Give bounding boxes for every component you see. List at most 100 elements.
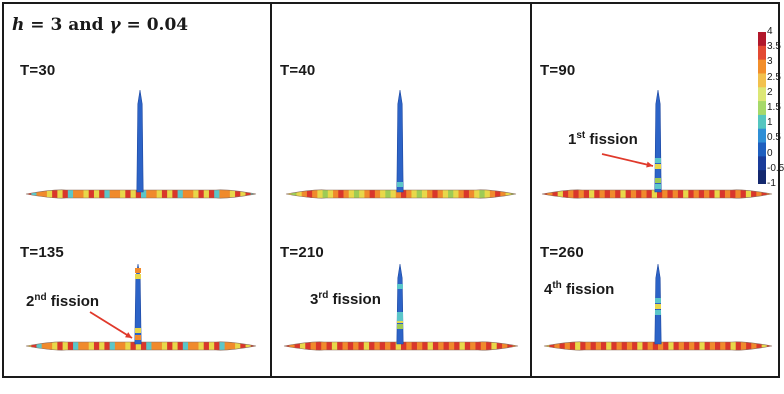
tube-stripe	[495, 189, 501, 199]
tube-stripe	[306, 189, 313, 199]
tube-stripe	[647, 341, 654, 351]
tube-stripe	[463, 189, 470, 199]
tube-stripe	[699, 341, 706, 351]
tube-stripe	[219, 341, 226, 351]
tube-stripe	[289, 341, 296, 351]
colorbar-segment	[758, 114, 766, 130]
tube-stripe	[327, 189, 334, 199]
tube-stripe	[672, 189, 679, 199]
tube-stripe	[284, 341, 290, 351]
tube-stripe	[611, 341, 618, 351]
tube-stripe	[505, 189, 512, 199]
tube-stripe	[427, 341, 434, 351]
tube-stripe	[688, 189, 695, 199]
tube-stripe	[135, 189, 142, 199]
tube-stripe	[470, 341, 477, 351]
tube-stripe	[662, 189, 669, 199]
tube-stripe	[385, 341, 391, 351]
tube-stripe	[636, 189, 642, 199]
tube-stripe	[363, 341, 370, 351]
tube-stripe	[658, 341, 664, 351]
tube-stripe	[347, 341, 354, 351]
tube-stripe	[621, 341, 628, 351]
tube-stripe	[411, 189, 418, 199]
tube-stripe	[177, 341, 184, 351]
tube-stripe	[709, 189, 716, 199]
tube-stripe	[432, 189, 439, 199]
fission-label: 3rd fission	[310, 290, 381, 308]
tube-stripe	[342, 341, 349, 351]
tube-stripe	[401, 341, 407, 351]
fission-band	[655, 304, 661, 309]
tube-stripe	[589, 189, 595, 199]
panel-divider	[270, 2, 272, 378]
tube-outline	[541, 189, 773, 199]
tube-stripe	[52, 189, 58, 199]
tube-stripe	[250, 189, 256, 199]
tube-stripe	[724, 189, 731, 199]
tube-stripe	[698, 189, 705, 199]
tube-stripe	[663, 341, 669, 351]
time-label: T=40	[280, 62, 316, 79]
tube-stripe	[203, 189, 210, 199]
tube-outline	[25, 189, 257, 199]
tube-stripe	[177, 189, 184, 199]
tube-stripe	[735, 189, 742, 199]
tube-stripe	[464, 341, 471, 351]
tube-stripe	[322, 189, 329, 199]
tube-stripe	[312, 189, 318, 199]
tube-stripe	[182, 341, 189, 351]
tube-stripe	[604, 189, 611, 199]
colorbar-tick-label: 1.5	[767, 102, 781, 113]
tube-stripe	[156, 341, 163, 351]
panel-t135: T=135 2nd fission	[8, 194, 268, 380]
tube-stripe	[609, 189, 616, 199]
tube-stripe	[26, 341, 32, 351]
tube-stripe	[552, 189, 559, 199]
tube-stripe	[229, 341, 236, 351]
tube-stripe	[31, 189, 38, 199]
colorbar-tick-label: 3.5	[767, 41, 781, 53]
colorbar-segment	[758, 87, 766, 102]
tube-stripe	[130, 341, 137, 351]
tube-stripe	[188, 341, 194, 351]
tube-stripe	[31, 341, 38, 351]
tube-stripe	[104, 189, 111, 199]
colorbar-tick-label: 1	[767, 117, 773, 129]
tube-stripe	[756, 189, 763, 199]
fission-band	[655, 178, 661, 183]
fission-label: 2nd fission	[26, 292, 100, 310]
tube-stripe	[26, 189, 32, 199]
tube-stripe	[437, 189, 444, 199]
tube-stripe	[720, 341, 726, 351]
tube-stripe	[756, 341, 763, 351]
tube-stripe	[583, 189, 590, 199]
tube-stripe	[172, 341, 179, 351]
tube-stripe	[120, 189, 126, 199]
tube-stripe	[491, 341, 498, 351]
tube-stripe	[374, 341, 381, 351]
parameter-header: h = 3 and γ = 0.04	[12, 15, 189, 35]
tube-stripe	[203, 341, 210, 351]
tube-stripe	[379, 341, 386, 351]
tube-stripe	[454, 341, 461, 351]
tube-stripe	[109, 189, 116, 199]
colorbar-tick-label: 0.5	[767, 132, 781, 144]
tube-stripe	[432, 341, 439, 351]
tube-stripe	[637, 341, 644, 351]
membrane-tube-diagram	[25, 89, 257, 199]
tube-stripe	[146, 341, 153, 351]
tube-stripe	[761, 189, 768, 199]
tube-stripe	[630, 189, 637, 199]
tube-stripe	[595, 341, 602, 351]
tube-stripe	[632, 341, 638, 351]
time-label: T=260	[540, 244, 584, 261]
tube-stripe	[725, 341, 732, 351]
tube-stripe	[315, 341, 322, 351]
fission-arrow	[601, 153, 654, 167]
tube-stripe	[198, 189, 205, 199]
tube-stripe	[104, 341, 111, 351]
fission-arrow-head	[646, 161, 653, 168]
tube-stripe	[448, 341, 455, 351]
tube-stripe	[172, 189, 179, 199]
